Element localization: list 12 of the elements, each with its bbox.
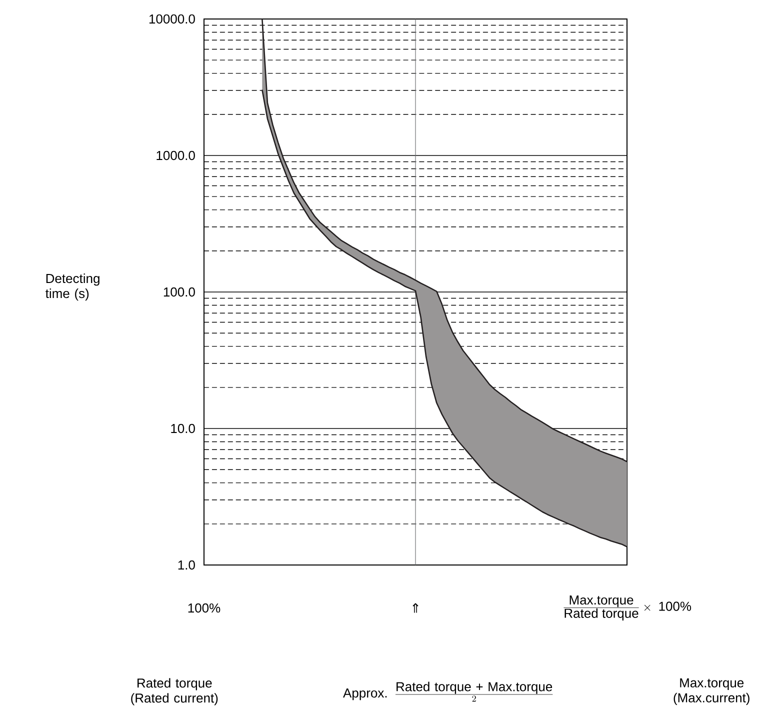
x-tick-label: ⇑ — [412, 603, 418, 613]
text: Rated torque (Rated current) — [131, 678, 218, 706]
y-tick-label: 100.0 — [164, 287, 195, 297]
text: Max.torque (Max.current) — [674, 678, 750, 705]
x-tick-label: 100% — [188, 603, 220, 613]
text: $\mbox{Approx. }\frac{\mbox{Rated torque + Max.torque}}{2}$ — [343, 682, 553, 702]
y-tick-label: 1000.0 — [156, 150, 195, 160]
y-tick-label: 1.0 — [178, 560, 195, 570]
y-axis-title: Detecting time (s) — [46, 274, 100, 301]
y-tick-label: 10000.0 — [149, 14, 195, 24]
y-tick-label: 10.0 — [171, 424, 195, 434]
x-tick-label: $\frac{\mbox{Max.torque}}{\mbox{Rated torque}}\times\mbox{ 100\%}$ — [564, 596, 692, 620]
